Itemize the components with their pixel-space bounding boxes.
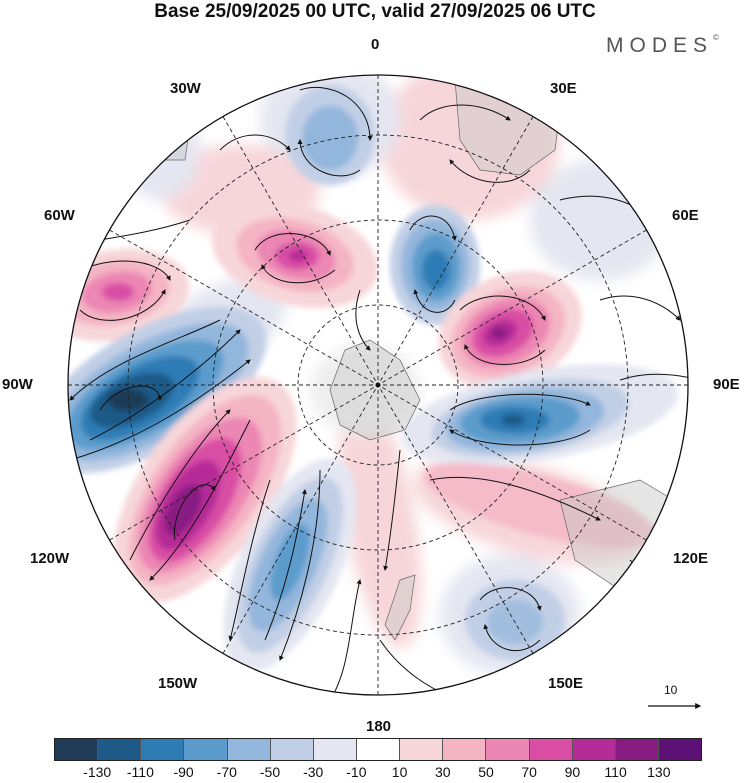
colorbar-swatch bbox=[658, 739, 702, 760]
colorbar-tick-label: -30 bbox=[303, 764, 324, 780]
colorbar-tick-label: -50 bbox=[259, 764, 281, 780]
label-90w: 90W bbox=[2, 376, 33, 393]
colorbar-tick-label: -70 bbox=[216, 764, 237, 780]
reference-vector-label: 10 bbox=[664, 683, 678, 697]
colorbar-tick-label: 90 bbox=[564, 764, 581, 780]
label-150e: 150E bbox=[548, 675, 584, 692]
colorbar-tick-label: -110 bbox=[126, 764, 154, 780]
colorbar-swatch bbox=[270, 739, 314, 760]
colorbar-swatch bbox=[572, 739, 616, 760]
colorbar-tick-label: -90 bbox=[173, 764, 194, 780]
colorbar bbox=[54, 738, 702, 761]
colorbar-swatch bbox=[141, 739, 185, 760]
colorbar-tick-label: 10 bbox=[391, 764, 408, 780]
colorbar-swatch bbox=[400, 739, 444, 760]
brand-name: MODES bbox=[606, 34, 714, 57]
colorbar-tick-label: 30 bbox=[435, 764, 451, 780]
colorbar-swatch bbox=[443, 739, 487, 760]
label-60e: 60E bbox=[672, 207, 699, 224]
colorbar-tick-label: 110 bbox=[604, 764, 627, 780]
label-150w: 150W bbox=[158, 675, 198, 692]
label-60w: 60W bbox=[44, 207, 75, 224]
colorbar-tick-labels: -130 -110 -90 -70 -50 -30 -10 10 30 50 70 90 110 130 bbox=[0, 764, 750, 782]
colorbar-swatch bbox=[227, 739, 271, 760]
label-30w: 30W bbox=[170, 80, 201, 97]
field-layer bbox=[68, 75, 688, 695]
label-0: 0 bbox=[371, 36, 380, 53]
colorbar-swatch bbox=[486, 739, 530, 760]
label-30e: 30E bbox=[550, 80, 577, 97]
colorbar-swatch bbox=[313, 739, 357, 760]
streamlines bbox=[68, 86, 688, 695]
label-120w: 120W bbox=[30, 550, 70, 567]
map-title: Base 25/09/2025 00 UTC, valid 27/09/2025… bbox=[154, 1, 596, 22]
label-120e: 120E bbox=[673, 550, 709, 567]
modes-logo: MODES© bbox=[606, 33, 719, 58]
map-boundary bbox=[67, 74, 689, 696]
colorbar-tick-label: 50 bbox=[478, 764, 494, 780]
anomaly-contours bbox=[68, 85, 679, 672]
colorbar-swatch bbox=[55, 739, 99, 760]
colorbar-swatch bbox=[184, 739, 228, 760]
pole-marker bbox=[375, 382, 381, 388]
colorbar-swatch bbox=[615, 739, 659, 760]
colorbar-swatch bbox=[356, 739, 401, 760]
label-90e: 90E bbox=[713, 376, 740, 393]
colorbar-tick-label: -10 bbox=[346, 764, 367, 780]
brand-mark: © bbox=[713, 33, 719, 42]
colorbar-tick-label: -130 bbox=[83, 764, 112, 780]
label-180: 180 bbox=[366, 718, 392, 735]
colorbar-swatch bbox=[529, 739, 573, 760]
colorbar-swatch bbox=[98, 739, 142, 760]
colorbar-tick-label: 130 bbox=[647, 764, 671, 780]
colorbar-tick-label: 70 bbox=[521, 764, 537, 780]
